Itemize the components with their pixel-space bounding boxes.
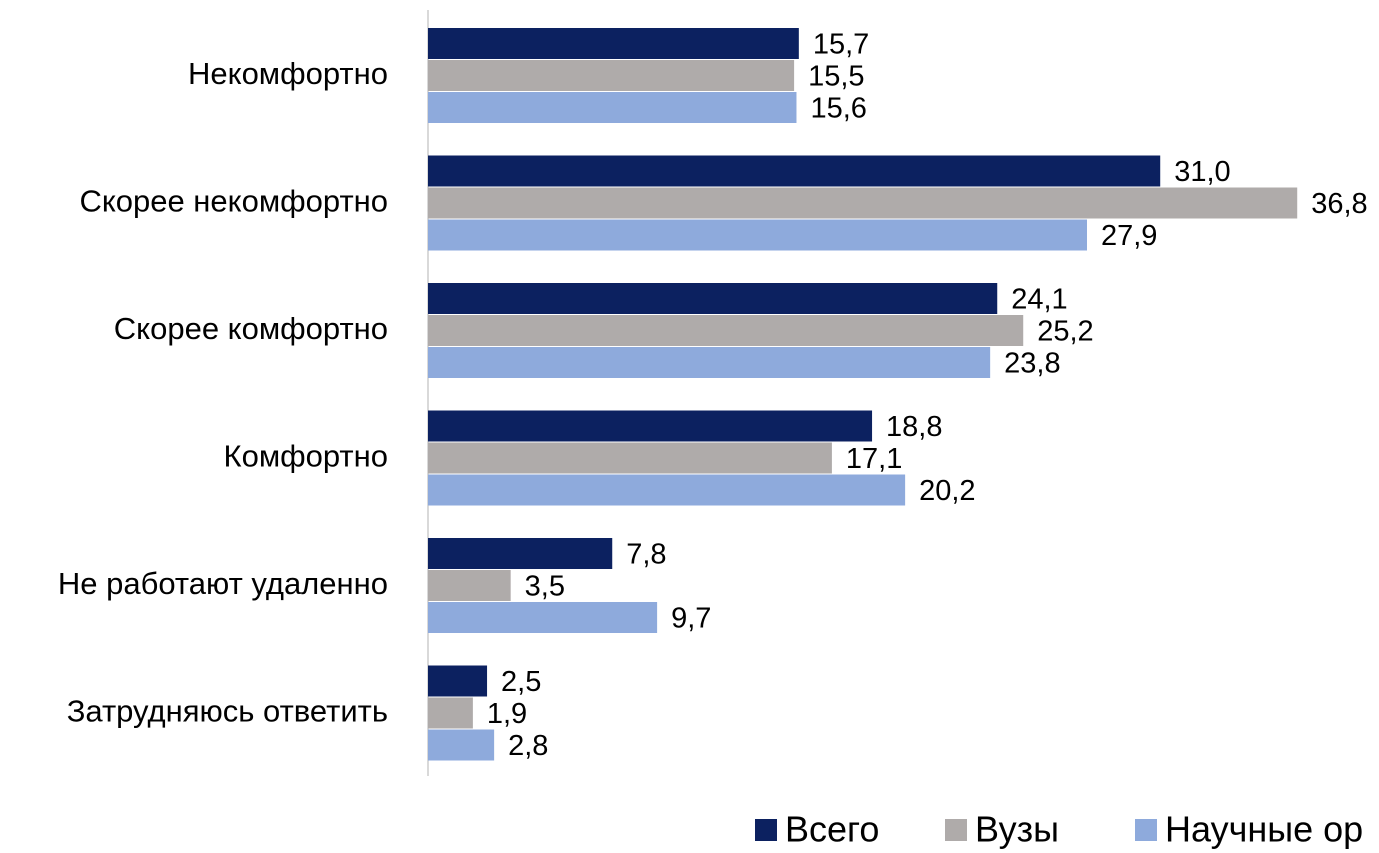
- bar: [428, 602, 658, 633]
- bar: [428, 442, 832, 474]
- bar: [428, 665, 488, 697]
- bar: [428, 474, 906, 506]
- value-label: 15,5: [808, 61, 864, 93]
- value-label: 24,1: [1011, 284, 1067, 316]
- value-label: 2,5: [501, 666, 541, 698]
- value-label: 23,8: [1004, 348, 1060, 380]
- value-label: 9,7: [671, 603, 711, 635]
- value-label: 3,5: [525, 571, 565, 603]
- category-label: Скорее комфортно: [114, 311, 388, 346]
- legend-swatch: [1135, 819, 1157, 841]
- value-label: 17,1: [846, 443, 902, 475]
- value-label: 7,8: [626, 539, 666, 571]
- bar: [428, 315, 1024, 346]
- bar: [428, 92, 797, 123]
- bar: [428, 219, 1087, 251]
- value-label: 25,2: [1037, 316, 1093, 348]
- value-label: 36,8: [1311, 188, 1367, 220]
- legend-label: Научные ор: [1165, 809, 1363, 850]
- category-label: Скорее некомфортно: [79, 184, 388, 219]
- value-label: 1,9: [487, 698, 527, 730]
- value-label: 18,8: [886, 411, 942, 443]
- value-label: 31,0: [1174, 156, 1230, 188]
- value-label: 20,2: [919, 475, 975, 507]
- bar: [428, 283, 998, 314]
- legend-swatch: [755, 819, 777, 841]
- bar: [428, 729, 495, 761]
- value-label: 2,8: [508, 730, 548, 762]
- bar: [428, 155, 1161, 187]
- legend-label: Всего: [785, 809, 879, 850]
- legend-swatch: [945, 819, 967, 841]
- bar: [428, 28, 799, 59]
- bar: [428, 60, 795, 91]
- legend-label: Вузы: [975, 809, 1059, 850]
- bar: [428, 347, 991, 378]
- value-label: 15,6: [810, 93, 866, 125]
- category-label: Некомфортно: [188, 56, 388, 91]
- category-label: Комфортно: [224, 439, 388, 474]
- category-label: Затрудняюсь ответить: [67, 694, 388, 729]
- bar: [428, 570, 511, 601]
- bar: [428, 538, 613, 569]
- value-label: 15,7: [813, 29, 869, 61]
- bar: [428, 187, 1298, 219]
- bar: [428, 697, 473, 729]
- value-label: 27,9: [1101, 220, 1157, 252]
- bar: [428, 410, 873, 442]
- category-label: Не работают удаленно: [58, 566, 388, 601]
